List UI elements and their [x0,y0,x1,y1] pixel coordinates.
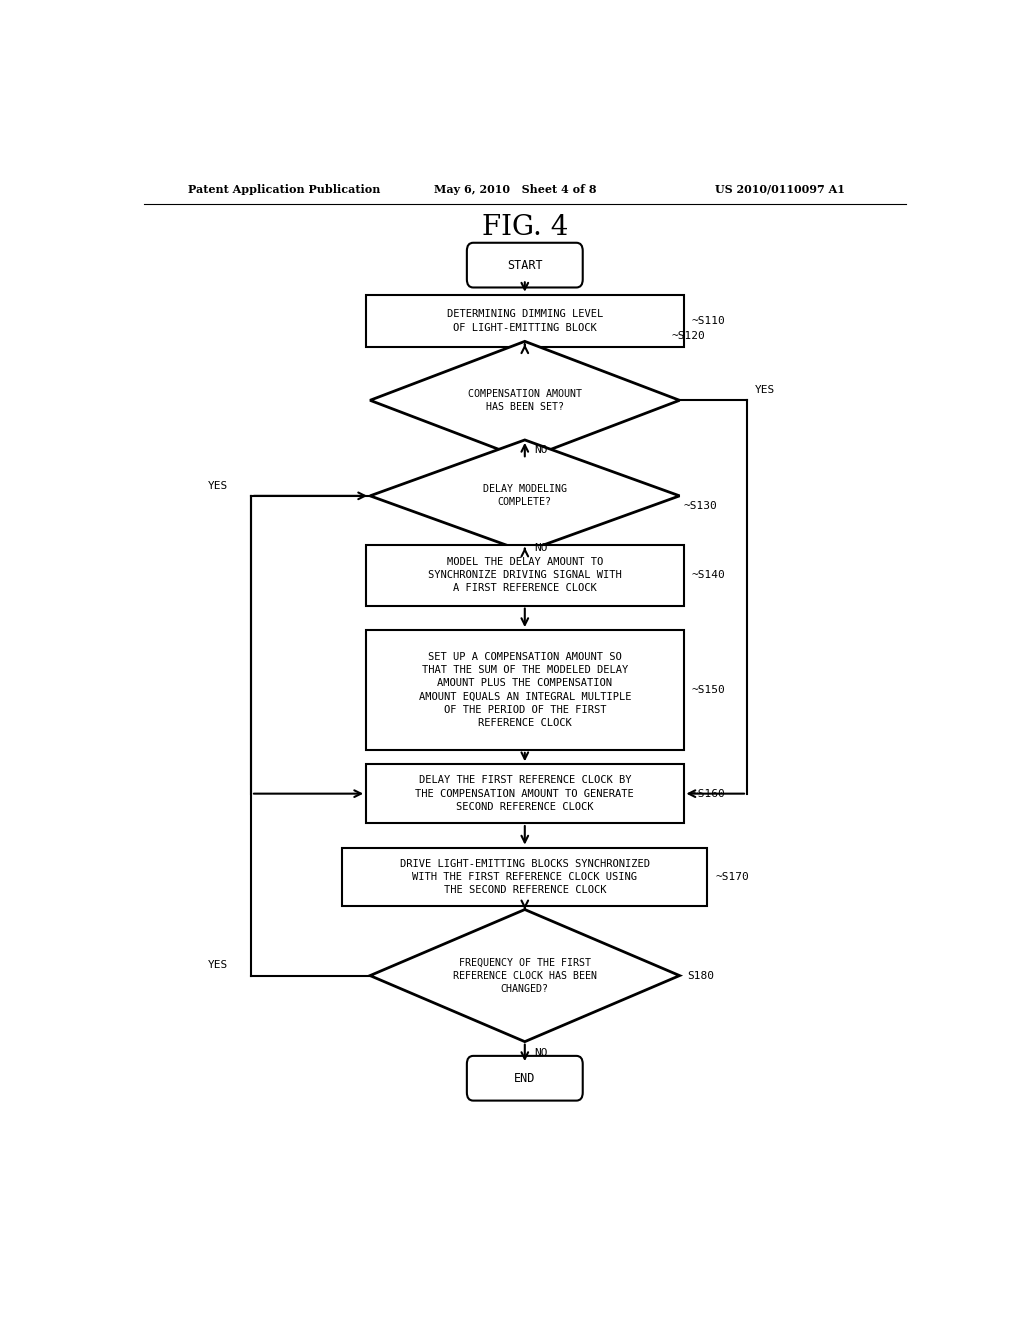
Text: DELAY MODELING
COMPLETE?: DELAY MODELING COMPLETE? [482,484,567,507]
Polygon shape [370,342,680,459]
Text: YES: YES [207,961,227,970]
FancyBboxPatch shape [467,243,583,288]
Text: ~S150: ~S150 [691,685,725,694]
Text: SET UP A COMPENSATION AMOUNT SO
THAT THE SUM OF THE MODELED DELAY
AMOUNT PLUS TH: SET UP A COMPENSATION AMOUNT SO THAT THE… [419,652,631,727]
Text: DELAY THE FIRST REFERENCE CLOCK BY
THE COMPENSATION AMOUNT TO GENERATE
SECOND RE: DELAY THE FIRST REFERENCE CLOCK BY THE C… [416,775,634,812]
Text: FREQUENCY OF THE FIRST
REFERENCE CLOCK HAS BEEN
CHANGED?: FREQUENCY OF THE FIRST REFERENCE CLOCK H… [453,957,597,994]
Text: NO: NO [535,445,548,454]
Bar [367,630,684,750]
Text: ~S170: ~S170 [715,873,749,882]
Bar [367,294,684,347]
Text: ~S120: ~S120 [672,331,706,342]
Polygon shape [370,440,680,552]
Text: ~S110: ~S110 [691,315,725,326]
Text: ~S160: ~S160 [691,788,725,799]
Text: FIG. 4: FIG. 4 [481,214,568,242]
Bar [342,847,708,907]
Text: ~S140: ~S140 [691,570,725,579]
Text: NO: NO [535,1048,548,1057]
Text: US 2010/0110097 A1: US 2010/0110097 A1 [715,183,845,195]
Bar [367,545,684,606]
Text: DETERMINING DIMMING LEVEL
OF LIGHT-EMITTING BLOCK: DETERMINING DIMMING LEVEL OF LIGHT-EMITT… [446,309,603,333]
Text: COMPENSATION AMOUNT
HAS BEEN SET?: COMPENSATION AMOUNT HAS BEEN SET? [468,388,582,412]
Text: YES: YES [207,480,227,491]
Text: START: START [507,259,543,272]
Polygon shape [370,909,680,1041]
Bar [367,764,684,824]
Text: MODEL THE DELAY AMOUNT TO
SYNCHRONIZE DRIVING SIGNAL WITH
A FIRST REFERENCE CLOC: MODEL THE DELAY AMOUNT TO SYNCHRONIZE DR… [428,557,622,593]
Text: END: END [514,1072,536,1085]
Text: ~S130: ~S130 [684,502,717,511]
Text: NO: NO [535,544,548,553]
Text: S180: S180 [687,970,715,981]
Text: Patent Application Publication: Patent Application Publication [187,183,380,195]
Text: May 6, 2010   Sheet 4 of 8: May 6, 2010 Sheet 4 of 8 [433,183,596,195]
Text: YES: YES [755,385,775,395]
FancyBboxPatch shape [467,1056,583,1101]
Text: DRIVE LIGHT-EMITTING BLOCKS SYNCHRONIZED
WITH THE FIRST REFERENCE CLOCK USING
TH: DRIVE LIGHT-EMITTING BLOCKS SYNCHRONIZED… [399,859,650,895]
